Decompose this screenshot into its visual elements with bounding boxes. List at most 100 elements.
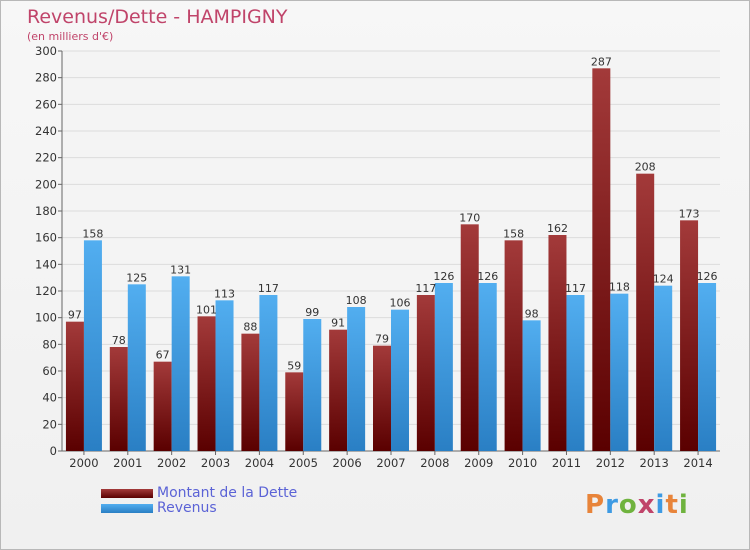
y-tick-label: 60 [42,364,57,378]
bar-debt [285,372,304,451]
x-tick-label: 2013 [640,456,669,470]
logo-letter: r [605,490,619,520]
y-tick-label: 200 [35,177,57,191]
x-tick-label: 2002 [157,456,186,470]
x-tick-label: 2004 [245,456,274,470]
logo-letter: i [655,490,666,520]
data-label: 99 [305,306,319,319]
data-label: 97 [68,309,82,322]
data-label: 79 [375,333,389,346]
data-label: 126 [477,270,498,283]
data-label: 170 [459,211,480,224]
y-tick-label: 260 [35,97,57,111]
bar-revenue [215,300,234,451]
bar-revenue [478,283,497,451]
logo-letter: P [585,490,606,520]
data-label: 131 [170,263,191,276]
x-tick-label: 2007 [376,456,405,470]
data-label: 126 [697,270,718,283]
x-tick-label: 2005 [289,456,318,470]
legend-label-revenue: Revenus [157,500,217,516]
data-label: 106 [390,297,411,310]
legend-swatch-revenue [101,504,153,513]
logo-letter: t [665,490,679,520]
bar-debt [548,235,567,451]
data-label: 162 [547,222,568,235]
legend-swatch-debt [101,489,153,498]
bar-revenue [259,295,278,451]
x-tick-label: 2008 [420,456,449,470]
x-tick-label: 2009 [464,456,493,470]
y-tick-label: 280 [35,71,57,85]
data-label: 78 [112,334,126,347]
x-tick-label: 2000 [69,456,98,470]
bar-debt [373,345,391,451]
bar-debt [153,361,172,451]
bar-debt [592,68,611,451]
x-tick-label: 2006 [332,456,361,470]
y-tick-label: 160 [35,231,57,245]
data-label: 91 [331,317,345,330]
legend-label-debt: Montant de la Dette [157,485,298,501]
y-tick-label: 300 [35,44,57,58]
bar-revenue [303,319,322,451]
bar-debt [680,220,699,451]
data-label: 59 [287,359,301,372]
bar-revenue [347,307,366,451]
bar-debt [329,329,348,451]
bars [65,68,717,451]
y-tick-label: 120 [35,284,57,298]
data-label: 158 [503,227,524,240]
x-tick-label: 2014 [683,456,712,470]
data-label: 113 [214,287,235,300]
x-tick-label: 2003 [201,456,230,470]
x-tick-label: 2012 [596,456,625,470]
y-tick-label: 240 [35,124,57,138]
bar-debt [460,224,479,451]
bar-debt [65,321,84,451]
y-tick-label: 0 [50,444,57,458]
x-tick-label: 2010 [508,456,537,470]
proxiti-logo: Proxiti [585,490,689,520]
x-tick-label: 2011 [552,456,581,470]
data-label: 88 [243,321,257,334]
y-tick-label: 180 [35,204,57,218]
data-label: 101 [196,303,217,316]
bar-revenue [434,283,453,451]
bar-revenue [610,293,629,451]
data-label: 287 [591,55,612,68]
bar-revenue [171,276,190,451]
bar-revenue [83,240,102,451]
data-label: 117 [565,282,586,295]
bar-debt [504,240,523,451]
bar-revenue [391,309,409,451]
bar-debt [109,347,128,451]
data-label: 117 [415,282,436,295]
y-tick-label: 140 [35,257,57,271]
y-tick-label: 20 [42,417,57,431]
data-label: 208 [635,161,656,174]
data-label: 98 [525,307,539,320]
data-label: 118 [609,281,630,294]
bar-revenue [566,295,585,451]
bar-debt [241,333,260,451]
bar-revenue [127,284,146,451]
y-tick-label: 80 [42,337,57,351]
data-label: 173 [679,207,700,220]
x-tick-label: 2001 [113,456,142,470]
bar-revenue [522,320,541,451]
bar-debt [636,173,655,451]
y-tick-label: 40 [42,391,57,405]
data-label: 67 [156,349,170,362]
bar-debt [416,295,435,451]
logo-letter: o [618,490,638,520]
data-label: 125 [126,271,147,284]
data-label: 117 [258,282,279,295]
chart-subtitle: (en milliers d'€) [27,30,114,43]
data-label: 124 [653,273,674,286]
chart-title: Revenus/Dette - HAMPIGNY [27,6,288,28]
bar-debt [197,316,216,451]
